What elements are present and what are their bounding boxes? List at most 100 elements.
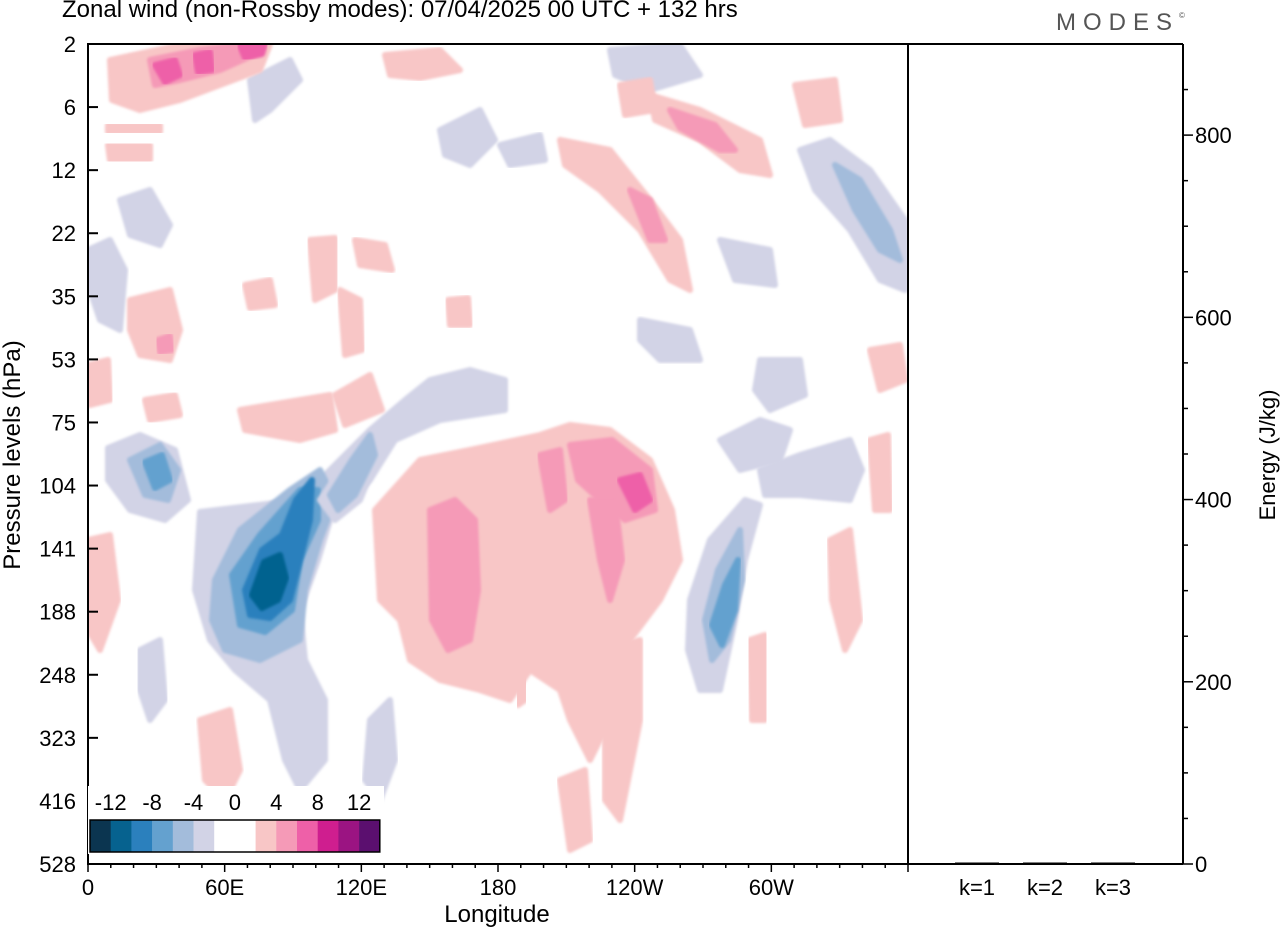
contour-patch xyxy=(427,497,481,653)
colorbar-swatch xyxy=(359,820,381,852)
energy-bar-k3 xyxy=(1091,862,1135,864)
colorbar-swatch xyxy=(297,820,318,852)
colorbar-label: 12 xyxy=(347,790,371,815)
contour-patch xyxy=(352,237,395,273)
colorbar-swatch xyxy=(234,820,256,852)
colorbar-swatch xyxy=(193,820,215,852)
y-tick-label: 75 xyxy=(52,410,76,435)
energy-bar-k1 xyxy=(955,862,999,864)
contour-patch xyxy=(617,77,658,118)
contour-patch xyxy=(752,357,808,413)
energy-axis: 0 200 400 600 800 xyxy=(1183,88,1232,877)
colorbar-swatch xyxy=(110,820,132,852)
colorbar-label: -12 xyxy=(95,790,127,815)
colorbar-swatch xyxy=(214,820,236,852)
colorbar-swatch xyxy=(152,820,174,852)
contour-patch xyxy=(537,447,568,513)
modes-logo: MODES© xyxy=(1056,9,1185,36)
y-tick-label: 416 xyxy=(39,789,76,814)
contour-patch xyxy=(142,392,183,423)
contour-patch xyxy=(557,767,593,853)
contour-patch xyxy=(88,237,128,333)
y-tick-label: 528 xyxy=(39,852,76,877)
contour-patch xyxy=(237,44,268,61)
contour-patch xyxy=(197,707,243,803)
energy-tick-label: 800 xyxy=(1195,123,1232,148)
energy-bar-k2 xyxy=(1023,862,1067,864)
contour-patch xyxy=(307,235,338,303)
colorbar-label: 8 xyxy=(312,790,324,815)
contour-patch xyxy=(155,333,175,355)
contour-patch xyxy=(709,557,741,648)
energy-bar-label: k=3 xyxy=(1095,875,1131,900)
y-tick-label: 188 xyxy=(39,600,76,625)
colorbar-swatch xyxy=(131,820,153,852)
contour-patch xyxy=(747,632,768,723)
energy-axis-label: Energy (J/kg) xyxy=(1255,390,1280,521)
contour-patch xyxy=(242,277,278,311)
contour-patch xyxy=(667,107,738,153)
x-tick-label: 120E xyxy=(336,875,387,900)
contour-patch xyxy=(497,132,548,168)
y-axis-label: Pressure levels (hPa) xyxy=(0,340,26,569)
contour-patch xyxy=(607,44,703,93)
contour-patch xyxy=(587,497,625,603)
contour-patch xyxy=(445,295,473,328)
y-tick-label: 6 xyxy=(64,95,76,120)
contour-patch xyxy=(142,452,173,491)
y-tick-label: 2 xyxy=(64,32,76,57)
y-tick-label: 141 xyxy=(39,537,76,562)
x-tick-label: 120W xyxy=(606,875,664,900)
colorbar-swatch xyxy=(276,820,298,852)
contour-patch xyxy=(237,392,338,443)
energy-bar-label: k=2 xyxy=(1027,875,1063,900)
contour-patch xyxy=(105,142,153,163)
x-tick-label: 60E xyxy=(205,875,244,900)
x-tick-label: 0 xyxy=(82,875,94,900)
contour-patch xyxy=(602,637,643,823)
longitude-axis: 0 60E 120E 180 120W 60W xyxy=(82,864,909,900)
contour-patch xyxy=(617,472,653,513)
contour-patch xyxy=(717,417,793,473)
contour-patch xyxy=(757,437,865,503)
contour-patch xyxy=(332,372,385,428)
colorbar-swatch xyxy=(338,820,360,852)
contour-patch xyxy=(249,552,289,611)
colorbar-swatch xyxy=(317,820,339,852)
contour-patch xyxy=(362,697,398,803)
colorbar-label: 4 xyxy=(270,790,282,815)
contour-patch xyxy=(337,287,365,358)
y-tick-label: 53 xyxy=(52,347,76,372)
contour-patch xyxy=(152,57,183,85)
x-tick-label: 180 xyxy=(480,875,517,900)
contour-patch xyxy=(117,187,173,248)
contour-patch xyxy=(637,317,703,363)
y-tick-label: 22 xyxy=(52,221,76,246)
contour-patch xyxy=(105,122,163,135)
y-tick-label: 12 xyxy=(52,158,76,183)
contour-patch xyxy=(867,342,908,393)
colorbar-frame xyxy=(89,819,381,853)
contour-patch xyxy=(792,77,843,128)
energy-tick-label: 400 xyxy=(1195,488,1232,513)
contour-patch xyxy=(247,57,303,123)
contour-patch xyxy=(327,432,378,513)
y-tick-label: 104 xyxy=(39,474,76,499)
contour-patch xyxy=(437,107,498,168)
contour-patch xyxy=(717,237,778,288)
colorbar-swatch xyxy=(172,820,194,852)
page-title: Zonal wind (non-Rossby modes): 07/04/202… xyxy=(62,0,738,23)
y-tick-label: 323 xyxy=(39,726,76,751)
y-tick-label: 35 xyxy=(52,284,76,309)
energy-bar-label: k=1 xyxy=(959,875,995,900)
y-tick-label: 248 xyxy=(39,663,76,688)
contour-patch xyxy=(192,49,215,75)
contour-patch xyxy=(867,432,893,513)
x-tick-label: 60W xyxy=(749,875,794,900)
colorbar-label: 0 xyxy=(229,790,241,815)
contour-patch xyxy=(515,637,528,708)
contour-patch xyxy=(557,137,693,293)
contour-patch xyxy=(797,137,908,293)
contour-patch xyxy=(627,187,668,243)
